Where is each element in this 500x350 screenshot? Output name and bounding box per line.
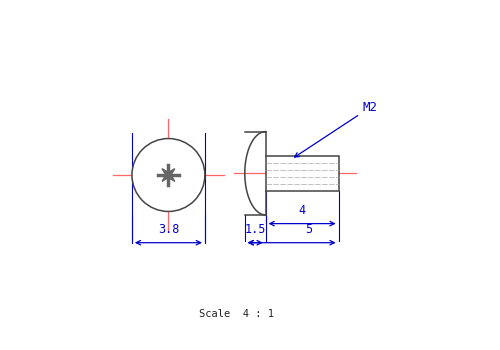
Bar	[266, 156, 338, 191]
Circle shape	[132, 139, 205, 211]
Polygon shape	[245, 132, 266, 215]
Text: 3.8: 3.8	[158, 223, 179, 237]
Polygon shape	[162, 169, 170, 177]
Polygon shape	[167, 169, 175, 177]
Polygon shape	[162, 173, 170, 181]
Polygon shape	[167, 173, 175, 181]
Text: M2: M2	[294, 101, 378, 157]
Text: Scale  4 : 1: Scale 4 : 1	[198, 309, 274, 319]
Text: 4: 4	[298, 204, 306, 217]
Text: 5: 5	[306, 223, 312, 237]
Text: 1.5: 1.5	[244, 223, 266, 237]
